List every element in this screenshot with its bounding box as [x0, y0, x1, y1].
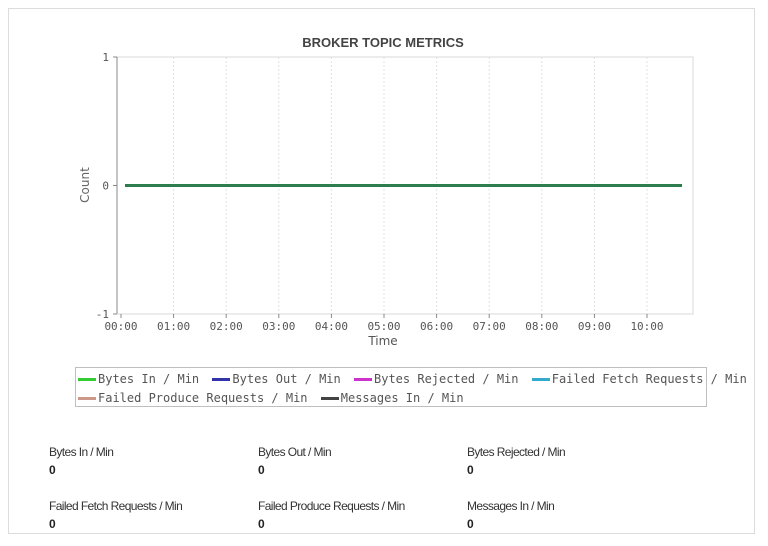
legend-label: Bytes In / Min [98, 372, 200, 386]
y-tick-label: 1 [102, 51, 109, 64]
x-tick-label: 08:00 [525, 320, 558, 333]
metric-label: Failed Fetch Requests / Min [49, 499, 183, 513]
legend-label: Bytes Rejected / Min [374, 372, 519, 386]
legend-swatch [320, 397, 339, 400]
legend-item-messages-in[interactable]: Messages In / Min [320, 389, 464, 408]
x-tick-label: 00:00 [104, 320, 137, 333]
legend-swatch [354, 378, 372, 381]
metric-value: 0 [258, 463, 265, 477]
metric-value: 0 [467, 517, 474, 531]
broker-topic-metrics-chart: BROKER TOPIC METRICS 1 0 -100:00 01:00 02:00 0… [78, 35, 694, 348]
x-tick-label: 01:00 [157, 320, 190, 333]
x-tick-label: 07:00 [473, 320, 506, 333]
x-tick-label: 02:00 [210, 320, 243, 333]
legend-item-failed-fetch[interactable]: Failed Fetch Requests / Min [531, 370, 747, 389]
x-tick-label: 05:00 [367, 320, 400, 333]
metric-bytes-out: Bytes Out / Min 0 [258, 445, 458, 477]
metric-label: Bytes Out / Min [258, 445, 332, 459]
legend-swatch [78, 378, 96, 381]
legend-item-failed-produce[interactable]: Failed Produce Requests / Min [78, 389, 308, 408]
legend-item-bytes-in[interactable]: Bytes In / Min [78, 370, 199, 389]
legend-swatch [531, 378, 550, 381]
metric-label: Failed Produce Requests / Min [258, 499, 405, 513]
legend-swatch [78, 397, 96, 400]
y-tick-label: -1 [96, 308, 109, 321]
x-tick-label: 10:00 [630, 320, 663, 333]
metric-value: 0 [49, 463, 56, 477]
x-tick-label: 03:00 [262, 320, 295, 333]
legend-label: Bytes Out / Min [232, 372, 341, 386]
metric-messages-in: Messages In / Min 0 [467, 499, 667, 531]
y-axis-label: Count [78, 167, 92, 203]
legend-swatch [212, 378, 231, 381]
metric-failed-produce: Failed Produce Requests / Min 0 [258, 499, 458, 531]
legend-row-2: Failed Produce Requests / Min Messages I… [78, 389, 704, 408]
chart-panel: BROKER TOPIC METRICS 1 0 -1 00:00 01:00 02:00 0… [8, 8, 755, 534]
legend-item-bytes-out[interactable]: Bytes Out / Min [212, 370, 341, 389]
x-tick-label: 04:00 [315, 320, 348, 333]
metric-bytes-rejected: Bytes Rejected / Min 0 [467, 445, 667, 477]
metric-label: Bytes In / Min [49, 445, 114, 459]
legend-row-1: Bytes In / Min Bytes Out / Min Bytes Rej… [78, 370, 747, 389]
x-tick-label: 06:00 [420, 320, 453, 333]
x-axis-label: Time [367, 334, 397, 348]
metric-label: Messages In / Min [467, 499, 555, 513]
chart-title: BROKER TOPIC METRICS [302, 35, 464, 50]
metric-value: 0 [258, 517, 265, 531]
legend-label: Failed Produce Requests / Min [98, 391, 308, 405]
legend-item-bytes-rejected[interactable]: Bytes Rejected / Min [354, 370, 519, 389]
x-tick-label: 09:00 [578, 320, 611, 333]
metric-label: Bytes Rejected / Min [467, 445, 566, 459]
legend-label: Failed Fetch Requests / Min [551, 372, 747, 386]
metric-bytes-in: Bytes In / Min 0 [49, 445, 249, 477]
metric-value: 0 [467, 463, 474, 477]
metric-value: 0 [49, 517, 56, 531]
metric-failed-fetch: Failed Fetch Requests / Min 0 [49, 499, 249, 531]
chart-legend: Bytes In / Min Bytes Out / Min Bytes Rej… [75, 367, 747, 408]
y-tick-label: 0 [102, 180, 109, 193]
legend-label: Messages In / Min [340, 391, 464, 405]
